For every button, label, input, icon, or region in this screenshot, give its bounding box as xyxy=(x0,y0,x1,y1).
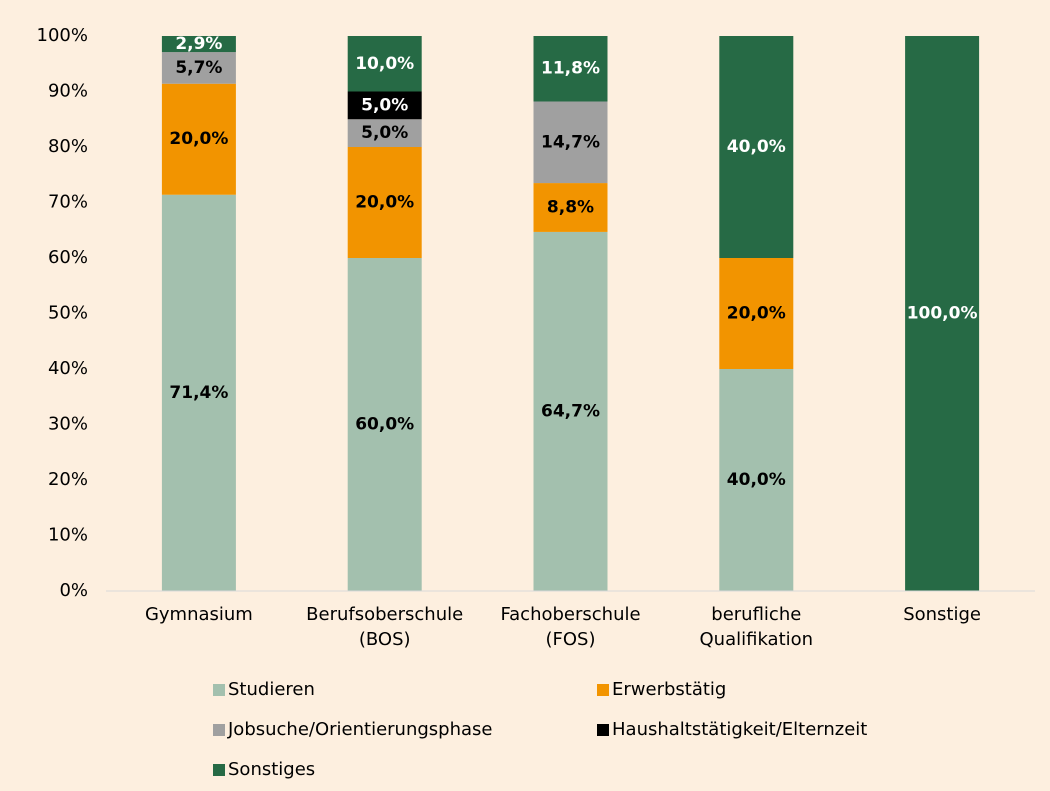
bar-segment xyxy=(347,258,422,591)
y-tick-label: 20% xyxy=(48,469,88,490)
x-tick-line: berufliche xyxy=(711,604,801,625)
bar-segment xyxy=(719,36,794,258)
data-label: 40,0% xyxy=(727,137,786,157)
bar-segment xyxy=(533,36,608,102)
x-tick-line: Qualifikation xyxy=(700,629,814,650)
data-label: 60,0% xyxy=(355,415,414,435)
x-tick-label: Gymnasium xyxy=(145,604,253,625)
legend-swatch xyxy=(597,684,609,696)
legend-label: Studieren xyxy=(228,679,315,700)
x-tick-line: Berufsoberschule xyxy=(306,604,463,625)
data-label: 8,8% xyxy=(547,197,594,217)
bar-segment xyxy=(347,91,422,120)
legend-label: Haushaltstätigkeit/Elternzeit xyxy=(612,719,867,740)
data-label: 14,7% xyxy=(541,132,600,152)
legend-swatch xyxy=(213,764,225,776)
y-tick-label: 50% xyxy=(48,303,88,324)
x-tick-label: Fachoberschule (FOS) xyxy=(500,604,640,650)
x-tick-label: berufliche Qualifikation xyxy=(700,604,814,650)
bar-segment xyxy=(347,147,422,258)
data-label: 64,7% xyxy=(541,401,600,421)
bar-segment xyxy=(161,194,236,592)
bar-segment xyxy=(533,183,608,232)
bar-segment xyxy=(161,83,236,195)
y-tick-label: 0% xyxy=(59,580,88,601)
y-tick-label: 100% xyxy=(37,25,88,46)
x-tick-line: (FOS) xyxy=(546,629,596,650)
data-label: 2,9% xyxy=(175,34,222,54)
data-label: 5,0% xyxy=(361,95,408,115)
data-label: 5,0% xyxy=(361,123,408,143)
data-label: 20,0% xyxy=(727,304,786,324)
bar-segment xyxy=(533,231,608,592)
x-tick-line: Fachoberschule xyxy=(500,604,640,625)
y-tick-label: 60% xyxy=(48,247,88,268)
bar-segment xyxy=(161,52,236,84)
bar-segment xyxy=(347,119,422,147)
legend-swatch xyxy=(213,724,225,736)
y-tick-label: 90% xyxy=(48,81,88,102)
legend-swatch xyxy=(213,684,225,696)
y-tick-label: 30% xyxy=(48,414,88,435)
legend-swatch xyxy=(597,724,609,736)
x-tick-line: (BOS) xyxy=(359,629,411,650)
bar-segment xyxy=(905,36,980,591)
data-label: 20,0% xyxy=(355,193,414,213)
y-tick-label: 70% xyxy=(48,192,88,213)
data-label: 5,7% xyxy=(175,58,222,78)
y-tick-label: 10% xyxy=(48,525,88,546)
bar-segment xyxy=(533,101,608,184)
data-label: 20,0% xyxy=(169,129,228,149)
bar-segment xyxy=(161,36,236,53)
data-label: 10,0% xyxy=(355,54,414,74)
data-label: 71,4% xyxy=(169,383,228,403)
y-tick-label: 40% xyxy=(48,358,88,379)
data-label: 100,0% xyxy=(907,304,978,324)
data-label: 40,0% xyxy=(727,470,786,490)
x-tick-label: Berufsoberschule (BOS) xyxy=(306,604,463,650)
legend-label: Erwerbstätig xyxy=(612,679,726,700)
bar-segment xyxy=(719,258,794,369)
legend-label: Jobsuche/Orientierungsphase xyxy=(227,719,493,740)
bar-segment xyxy=(347,36,422,92)
legend-label: Sonstiges xyxy=(228,759,315,780)
bar-segment xyxy=(719,369,794,591)
y-tick-label: 80% xyxy=(48,136,88,157)
data-label: 11,8% xyxy=(541,59,600,79)
x-tick-label: Sonstige xyxy=(903,604,981,625)
